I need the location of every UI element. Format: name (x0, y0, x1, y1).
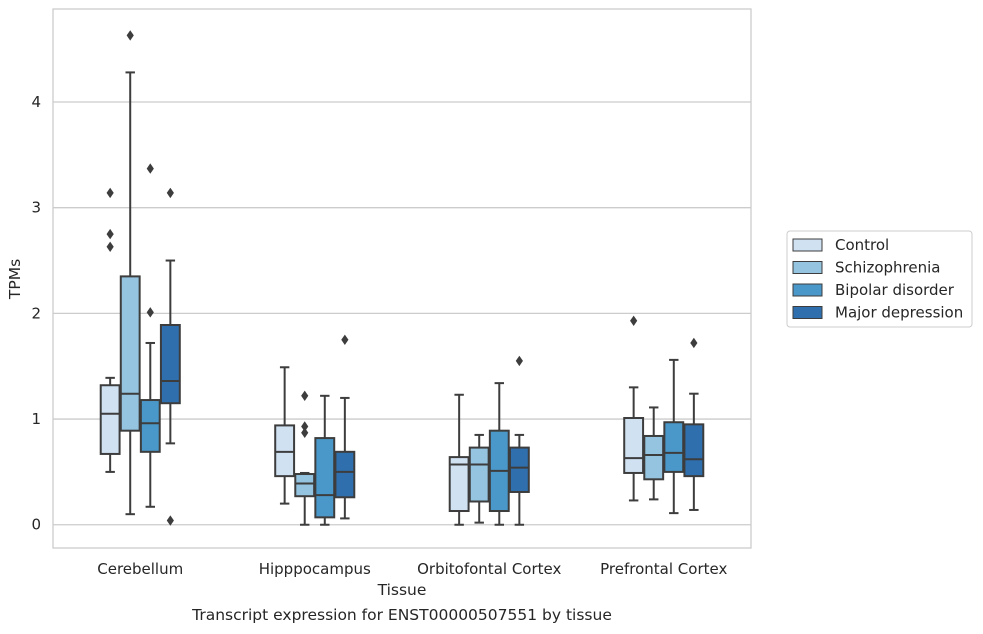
outlier-point (166, 515, 174, 526)
outlier-point (106, 228, 114, 240)
legend-swatch (792, 283, 823, 297)
iqr-box (159, 324, 181, 405)
iqr-box (508, 446, 530, 493)
legend-item: Major depression (792, 304, 963, 322)
y-tick-label: 0 (31, 516, 41, 534)
iqr-box (663, 421, 685, 473)
y-tick-label: 4 (31, 93, 41, 111)
outlier-point (146, 307, 154, 318)
outlier-point (146, 163, 154, 174)
y-tick-label: 2 (31, 304, 41, 322)
box-3-1 (334, 334, 356, 520)
box-3-3 (683, 337, 705, 511)
legend-label: Control (835, 236, 889, 254)
x-tick-label: Prefrontal Cortex (600, 560, 727, 578)
legend-label: Schizophrenia (835, 259, 940, 277)
legend-item: Bipolar disorder (792, 281, 955, 299)
y-axis-ticks: 0 1 2 3 4 (31, 93, 41, 534)
legend: Control Schizophrenia Bipolar disorder Majo… (786, 230, 973, 328)
y-axis-label: TPMs (6, 259, 24, 300)
x-tick-label: Cerebellum (97, 560, 183, 578)
y-tick-label: 3 (31, 199, 41, 217)
outlier-point (106, 241, 114, 252)
box-2-3 (663, 358, 685, 515)
iqr-box (139, 399, 161, 453)
outlier-point (106, 187, 114, 199)
x-axis-label: Tissue (377, 581, 427, 599)
iqr-box (119, 275, 141, 432)
outlier-point (166, 187, 174, 199)
iqr-box (334, 450, 356, 499)
box-1-1 (294, 390, 316, 526)
box-2-2 (488, 382, 510, 526)
outlier-point (301, 390, 309, 402)
outlier-point (690, 337, 698, 349)
legend-label: Major depression (835, 304, 963, 322)
x-tick-label: Orbitofontal Cortex (417, 560, 561, 578)
legend-swatch (792, 238, 823, 252)
iqr-box (448, 456, 470, 513)
box-1-2 (468, 433, 490, 524)
outlier-point (301, 421, 309, 432)
figure-caption: Transcript expression for ENST0000050755… (192, 606, 612, 624)
outlier-point (630, 315, 638, 326)
iqr-box (274, 424, 296, 478)
box-series (99, 30, 705, 526)
outlier-point (341, 334, 349, 345)
legend-label: Bipolar disorder (835, 281, 955, 299)
iqr-box (294, 473, 316, 498)
x-axis-ticks: Cerebellum Hipppocampus Orbitofontal Corte… (97, 560, 727, 578)
iqr-box (314, 437, 336, 519)
box-0-3 (623, 315, 645, 502)
box-2-0 (139, 163, 161, 508)
y-tick-label: 1 (31, 410, 41, 428)
iqr-box (643, 434, 665, 481)
outlier-point (301, 427, 309, 439)
box-1-0 (119, 30, 141, 516)
box-3-0 (159, 187, 181, 526)
outlier-point (126, 30, 134, 41)
iqr-box (683, 423, 705, 478)
box-3-2 (508, 355, 530, 526)
legend-swatch (792, 261, 823, 274)
outlier-point (515, 355, 523, 367)
box-0-1 (274, 366, 296, 505)
x-tick-label: Hipppocampus (259, 560, 371, 578)
iqr-box (623, 417, 645, 474)
box-0-0 (99, 187, 121, 473)
plot-area-frame (52, 8, 752, 549)
box-0-2 (448, 393, 470, 526)
legend-swatch (792, 306, 823, 319)
iqr-box (99, 384, 121, 455)
legend-item: Control (792, 236, 889, 254)
iqr-box (468, 446, 490, 503)
box-1-3 (643, 406, 665, 501)
box-2-1 (314, 394, 336, 526)
legend-frame (786, 230, 973, 328)
legend-item: Schizophrenia (792, 259, 940, 277)
